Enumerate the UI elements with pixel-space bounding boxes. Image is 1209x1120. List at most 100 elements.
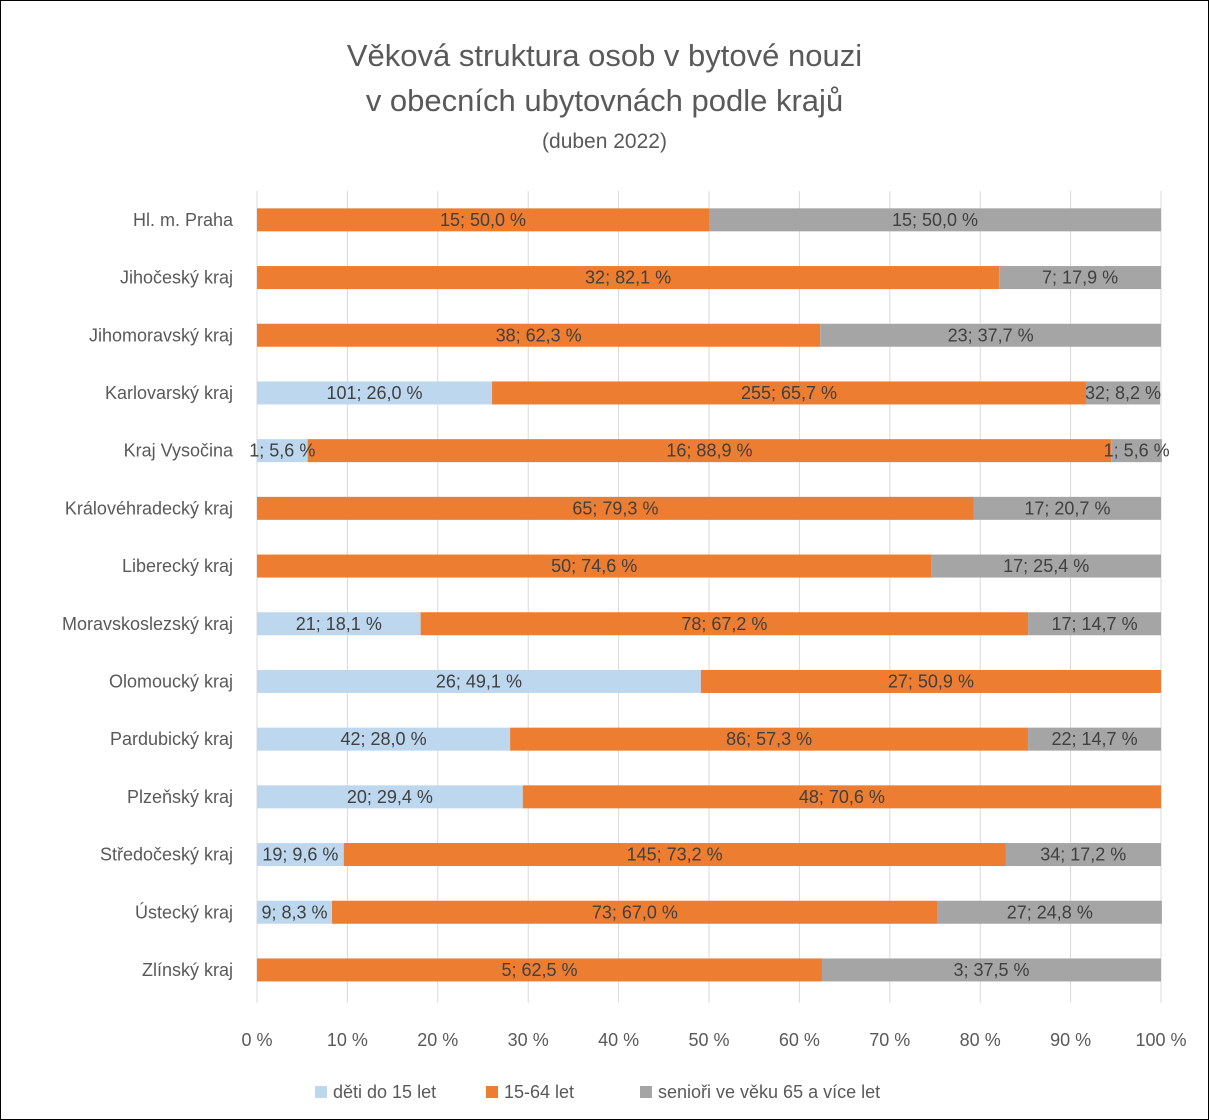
bar-segment xyxy=(937,900,1162,924)
legend-swatch xyxy=(486,1086,498,1098)
bars xyxy=(257,208,1162,982)
data-label: 15; 50,0 % xyxy=(892,210,978,230)
category-label: Středočeský kraj xyxy=(100,845,233,865)
data-label: 22; 14,7 % xyxy=(1052,729,1138,749)
category-label: Královéhradecký kraj xyxy=(65,498,233,518)
data-label: 20; 29,4 % xyxy=(347,787,433,807)
bar-segment xyxy=(1005,843,1161,867)
data-label: 32; 8,2 % xyxy=(1085,383,1161,403)
data-label: 65; 79,3 % xyxy=(572,498,658,518)
bar-segment xyxy=(257,496,974,520)
bar-segment xyxy=(1085,381,1161,405)
bar-segment xyxy=(522,785,1161,809)
category-label: Pardubický kraj xyxy=(110,729,233,749)
x-tick-label: 100 % xyxy=(1135,1030,1186,1050)
gridlines xyxy=(256,191,1162,1003)
x-tick-label: 30 % xyxy=(508,1030,549,1050)
data-label: 5; 62,5 % xyxy=(501,960,577,980)
x-tick-label: 90 % xyxy=(1050,1030,1091,1050)
bar-segment xyxy=(257,612,421,636)
data-label: 73; 67,0 % xyxy=(592,902,678,922)
bar-segment xyxy=(257,727,511,751)
data-labels: 15; 50,0 % 15; 50,0 % 32; 82,1 % 7; 17,9 % 3… xyxy=(249,210,1169,980)
category-label: Ústecký kraj xyxy=(135,901,233,922)
bar-segment xyxy=(420,612,1029,636)
bar-segment xyxy=(257,785,523,809)
data-label: 255; 65,7 % xyxy=(741,383,837,403)
data-label: 21; 18,1 % xyxy=(296,614,382,634)
bar-segment xyxy=(257,554,932,578)
data-label: 23; 37,7 % xyxy=(948,325,1034,345)
data-label: 145; 73,2 % xyxy=(627,845,723,865)
bar-segment xyxy=(973,496,1161,520)
bar-segment xyxy=(257,208,709,232)
data-label: 27; 50,9 % xyxy=(888,671,974,691)
bar-segment xyxy=(492,381,1086,405)
bar-segment xyxy=(709,208,1161,232)
bar-segment xyxy=(822,958,1161,982)
bar-segment xyxy=(332,900,938,924)
legend-label: 15-64 let xyxy=(504,1082,574,1102)
data-label: 34; 17,2 % xyxy=(1040,845,1126,865)
data-label: 9; 8,3 % xyxy=(261,902,327,922)
bar-segment xyxy=(257,381,493,405)
data-label: 1; 5,6 % xyxy=(1104,441,1170,461)
bar-segment xyxy=(257,439,308,463)
category-label: Jihočeský kraj xyxy=(120,268,233,288)
x-tick-label: 10 % xyxy=(327,1030,368,1050)
data-label: 19; 9,6 % xyxy=(262,845,338,865)
legend-label: děti do 15 let xyxy=(333,1082,436,1102)
data-label: 48; 70,6 % xyxy=(799,787,885,807)
bar-segment xyxy=(257,266,1000,290)
data-label: 32; 82,1 % xyxy=(585,268,671,288)
category-label: Olomoucký kraj xyxy=(109,671,233,691)
category-label: Hl. m. Praha xyxy=(133,210,234,230)
data-label: 15; 50,0 % xyxy=(440,210,526,230)
category-label: Zlínský kraj xyxy=(142,960,233,980)
x-tick-label: 50 % xyxy=(688,1030,729,1050)
data-label: 50; 74,6 % xyxy=(551,556,637,576)
chart-title-line-1: Věková struktura osob v bytové nouzi xyxy=(346,38,863,73)
chart-subtitle: (duben 2022) xyxy=(542,130,667,153)
category-label: Moravskoslezský kraj xyxy=(62,614,233,634)
bar-segment xyxy=(307,439,1112,463)
category-label: Karlovarský kraj xyxy=(105,383,233,403)
data-label: 16; 88,9 % xyxy=(666,441,752,461)
data-label: 1; 5,6 % xyxy=(249,441,315,461)
bar-segment xyxy=(820,323,1161,347)
category-label: Kraj Vysočina xyxy=(124,441,234,461)
data-label: 17; 14,7 % xyxy=(1052,614,1138,634)
bar-segment xyxy=(510,727,1029,751)
data-label: 38; 62,3 % xyxy=(496,325,582,345)
data-label: 3; 37,5 % xyxy=(953,960,1029,980)
bar-segment xyxy=(1028,727,1161,751)
data-label: 86; 57,3 % xyxy=(726,729,812,749)
x-tick-label: 40 % xyxy=(598,1030,639,1050)
bar-segment xyxy=(257,323,821,347)
category-label: Plzeňský kraj xyxy=(127,787,233,807)
x-axis-tick-labels: 0 % 10 % 20 % 30 % 40 % 50 % 60 % 70 % 80 % 90 % 1… xyxy=(241,1030,1186,1050)
legend-swatch xyxy=(315,1086,327,1098)
category-labels: Hl. m. Praha Jihočeský kraj Jihomoravský k… xyxy=(62,210,234,980)
legend: děti do 15 let 15-64 let senioři ve věku 6… xyxy=(315,1082,880,1102)
legend-swatch xyxy=(640,1086,652,1098)
bar-segment xyxy=(343,843,1006,867)
data-label: 101; 26,0 % xyxy=(326,383,422,403)
data-label: 42; 28,0 % xyxy=(341,729,427,749)
bar-segment xyxy=(257,843,344,867)
x-tick-label: 80 % xyxy=(960,1030,1001,1050)
x-tick-label: 70 % xyxy=(869,1030,910,1050)
data-label: 26; 49,1 % xyxy=(436,671,522,691)
x-tick-label: 60 % xyxy=(779,1030,820,1050)
data-label: 17; 25,4 % xyxy=(1003,556,1089,576)
x-tick-label: 0 % xyxy=(241,1030,272,1050)
chart-title-line-2: v obecních ubytovnách podle krajů xyxy=(365,83,844,118)
bar-segment xyxy=(257,900,333,924)
x-tick-label: 20 % xyxy=(417,1030,458,1050)
data-label: 7; 17,9 % xyxy=(1042,268,1118,288)
bar-segment xyxy=(1028,612,1161,636)
bar-segment xyxy=(999,266,1161,290)
category-label: Liberecký kraj xyxy=(122,556,233,576)
bar-segment xyxy=(931,554,1161,578)
data-label: 27; 24,8 % xyxy=(1007,902,1093,922)
